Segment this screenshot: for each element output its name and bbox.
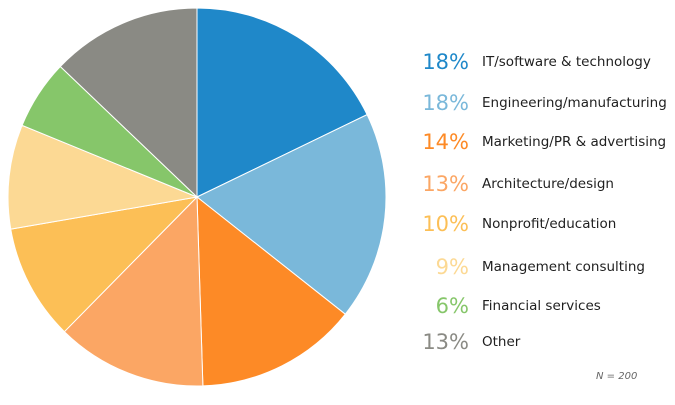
- legend-label: Nonprofit/education: [482, 216, 617, 232]
- legend-percent: 14%: [422, 130, 469, 154]
- pie-slice-other: [59, 7, 198, 199]
- legend-label: Architecture/design: [482, 176, 614, 192]
- pie-slice-engineering: [196, 113, 387, 315]
- sample-size-note: N = 200: [596, 371, 638, 382]
- legend-label: Financial services: [482, 298, 601, 314]
- legend-item-nonprofit: 10% Nonprofit/education: [405, 209, 616, 239]
- legend-label: Marketing/PR & advertising: [482, 134, 667, 150]
- legend-item-financial-services: 6% Financial services: [405, 291, 601, 321]
- legend-percent: 18%: [422, 50, 469, 74]
- legend-item-it-software: 18% IT/software & technology: [405, 47, 651, 77]
- legend-percent: 9%: [435, 255, 469, 279]
- pie-slice-architecture: [63, 195, 204, 387]
- legend-label: Other: [482, 334, 521, 350]
- legend-label: Engineering/manufacturing: [482, 95, 667, 111]
- legend-item-management-consulting: 9% Management consulting: [405, 252, 645, 282]
- legend-item-architecture: 13% Architecture/design: [405, 169, 614, 199]
- pie-slice-management-consulting: [7, 124, 199, 230]
- pie-slice-marketing: [196, 195, 346, 387]
- pie-slice-nonprofit: [10, 196, 199, 333]
- legend-item-engineering: 18% Engineering/manufacturing: [405, 88, 667, 118]
- pie-slice-it-software: [196, 7, 368, 198]
- legend-percent: 10%: [422, 212, 469, 236]
- legend-item-other: 13% Other: [405, 327, 520, 357]
- legend-label: Management consulting: [482, 259, 645, 275]
- legend-item-marketing: 14% Marketing/PR & advertising: [405, 127, 666, 157]
- legend-percent: 13%: [422, 330, 469, 354]
- legend-percent: 6%: [435, 294, 469, 318]
- legend-percent: 18%: [422, 91, 469, 115]
- legend-label: IT/software & technology: [482, 54, 651, 70]
- legend-percent: 13%: [422, 172, 469, 196]
